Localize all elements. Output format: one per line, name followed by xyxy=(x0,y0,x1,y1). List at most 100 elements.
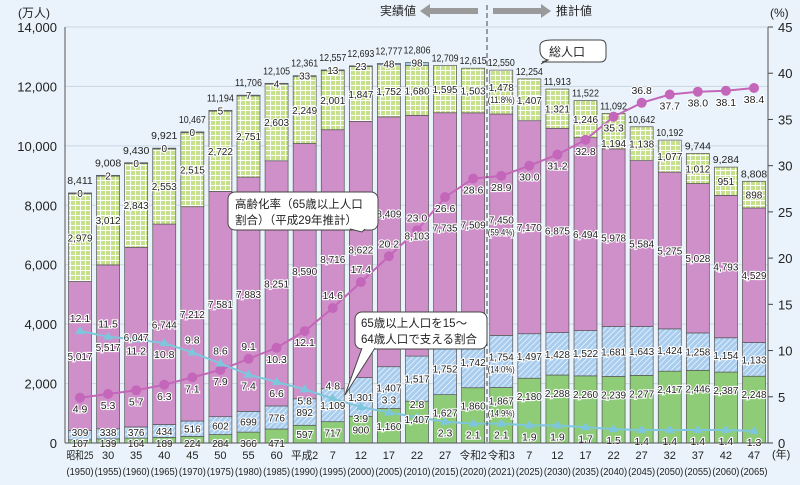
point-label-aging_rate: 26.6 xyxy=(435,203,456,215)
segment-label-age0to14: 2,249 xyxy=(292,106,317,117)
point-aging_rate xyxy=(243,353,254,364)
point-label-aging_rate: 32.8 xyxy=(575,146,596,158)
segment-label-age0to14: 951 xyxy=(718,177,735,188)
segment-label-age0to14: 2,751 xyxy=(236,132,261,143)
x-year-label: (1980) xyxy=(235,467,262,478)
segment-label-age0to14: 898 xyxy=(746,191,763,202)
point-label-support_ratio: 1.9 xyxy=(550,431,565,443)
x-year-label: (2000) xyxy=(347,467,374,478)
total-label: 9,430 xyxy=(123,145,149,157)
segment-label-age75plus: 2,248 xyxy=(741,390,766,401)
point-support_ratio xyxy=(608,424,619,433)
point-support_ratio xyxy=(552,420,563,429)
callout-aging-rate-line2: 割合）（平成29年推計） xyxy=(235,213,357,227)
segment-label-age0to14: 2,722 xyxy=(208,147,233,158)
right-tick-label: 10 xyxy=(778,344,792,359)
point-support_ratio xyxy=(215,358,226,367)
point-label-support_ratio: 6.6 xyxy=(269,388,284,400)
point-aging_rate xyxy=(355,277,366,288)
segment-label-unknown: 0 xyxy=(161,144,167,155)
point-label-support_ratio: 1.4 xyxy=(662,436,677,448)
segment-label-age65to74: 776 xyxy=(268,413,285,424)
point-label-support_ratio: 1.4 xyxy=(634,436,649,448)
segment-label-age65to74: 1,522 xyxy=(573,349,598,360)
segment-label-age75plus: 1,160 xyxy=(376,422,401,433)
segment-label-age75plus: 366 xyxy=(240,439,257,450)
segment-label-age75plus: 2,288 xyxy=(545,389,570,400)
left-tick-label: 10,000 xyxy=(17,139,57,154)
share-label-age75plus: (14.9%) xyxy=(488,409,515,420)
point-label-support_ratio: 10.8 xyxy=(154,349,175,361)
x-tick-label: 42 xyxy=(720,450,732,462)
left-tick-label: 8,000 xyxy=(24,198,57,213)
segment-label-age0to14: 2,001 xyxy=(320,96,345,107)
point-label-aging_rate: 12.1 xyxy=(294,337,315,349)
segment-label-age65to74: 1,752 xyxy=(433,365,458,376)
bar-segment-unknown xyxy=(152,147,177,150)
bar-segment-age75plus xyxy=(601,376,626,444)
point-label-aging_rate: 6.3 xyxy=(157,391,172,403)
total-label: 12,105 xyxy=(263,65,290,77)
x-year-label: (1995) xyxy=(319,467,346,478)
point-aging_rate xyxy=(552,149,563,160)
segment-label-age75plus: 717 xyxy=(324,428,341,439)
point-label-support_ratio: 1.4 xyxy=(719,436,734,448)
total-label: 12,777 xyxy=(375,45,402,57)
segment-label-age15to64: 8,716 xyxy=(320,255,345,266)
arrow-right-icon xyxy=(493,4,551,18)
point-label-support_ratio: 1.4 xyxy=(691,436,706,448)
point-label-aging_rate: 36.8 xyxy=(631,85,652,97)
segment-label-age0to14: 1,194 xyxy=(601,139,626,150)
x-tick-label: 平成2 xyxy=(291,449,318,462)
point-support_ratio xyxy=(327,393,338,402)
point-aging_rate xyxy=(131,385,142,396)
segment-label-age0to14: 1,012 xyxy=(685,164,710,175)
point-label-support_ratio: 2.3 xyxy=(438,428,453,440)
segment-label-age0to14: 1,503 xyxy=(461,87,486,98)
right-axis-unit: (%) xyxy=(770,6,789,20)
point-label-aging_rate: 10.3 xyxy=(266,354,287,366)
segment-label-age75plus: 2,180 xyxy=(517,392,542,403)
total-label: 8,808 xyxy=(741,168,767,180)
segment-label-age15to64: 5,017 xyxy=(67,352,92,363)
point-aging_rate xyxy=(440,192,451,203)
bar-segment-unknown xyxy=(264,82,289,85)
point-label-support_ratio: 9.8 xyxy=(185,334,200,346)
right-tick-label: 30 xyxy=(778,159,792,174)
segment-label-age75plus: 139 xyxy=(100,439,117,450)
point-support_ratio xyxy=(159,338,170,347)
axes: 0 2,000 4,000 6,000 8,000 10,000 12,000 14,000 0… xyxy=(17,20,792,478)
segment-label-unknown: 23 xyxy=(355,62,367,73)
segment-label-unknown: 0 xyxy=(133,159,139,170)
segment-label-age75plus: 471 xyxy=(268,439,285,450)
share-label-age65to74: (14.0%) xyxy=(488,364,515,375)
point-label-support_ratio: 3.3 xyxy=(382,394,397,406)
segment-label-age15to64: 4,529 xyxy=(741,271,766,282)
actual-label: 実績値 xyxy=(380,3,416,18)
segment-label-age65to74: 892 xyxy=(296,408,313,419)
x-tick-label: 12 xyxy=(355,450,367,462)
point-support_ratio xyxy=(355,401,366,410)
callout-total: 総人口 xyxy=(539,39,607,65)
bar-segment-unknown xyxy=(124,162,149,164)
total-label: 11,706 xyxy=(235,77,262,89)
segment-label-age15to64: 5,584 xyxy=(629,240,654,251)
segment-label-age15to64: 8,590 xyxy=(292,267,317,278)
x-tick-label: 令和2 xyxy=(460,448,487,462)
x-year-label: (2030) xyxy=(544,467,571,478)
point-label-aging_rate: 38.0 xyxy=(688,98,709,110)
segment-label-age15to64: 7,735 xyxy=(433,224,458,235)
bar-segment-age0to14 xyxy=(657,139,682,173)
callout-support-ratio: 65歳以上人口を15～ 64歳人口で支える割合 xyxy=(344,311,488,396)
segment-label-age65to74: 699 xyxy=(240,418,257,429)
point-support_ratio xyxy=(636,425,647,434)
point-label-aging_rate: 5.7 xyxy=(129,396,144,408)
bar-segment-age0to14 xyxy=(685,153,710,184)
x-tick-label: 7 xyxy=(330,450,336,462)
bar-segment-unknown xyxy=(348,65,373,67)
segment-label-age75plus: 1,627 xyxy=(433,409,458,420)
bar-segment-unknown xyxy=(377,63,401,66)
right-tick-label: 20 xyxy=(778,251,792,266)
point-label-aging_rate: 31.2 xyxy=(547,161,568,173)
total-label: 12,709 xyxy=(432,52,459,64)
